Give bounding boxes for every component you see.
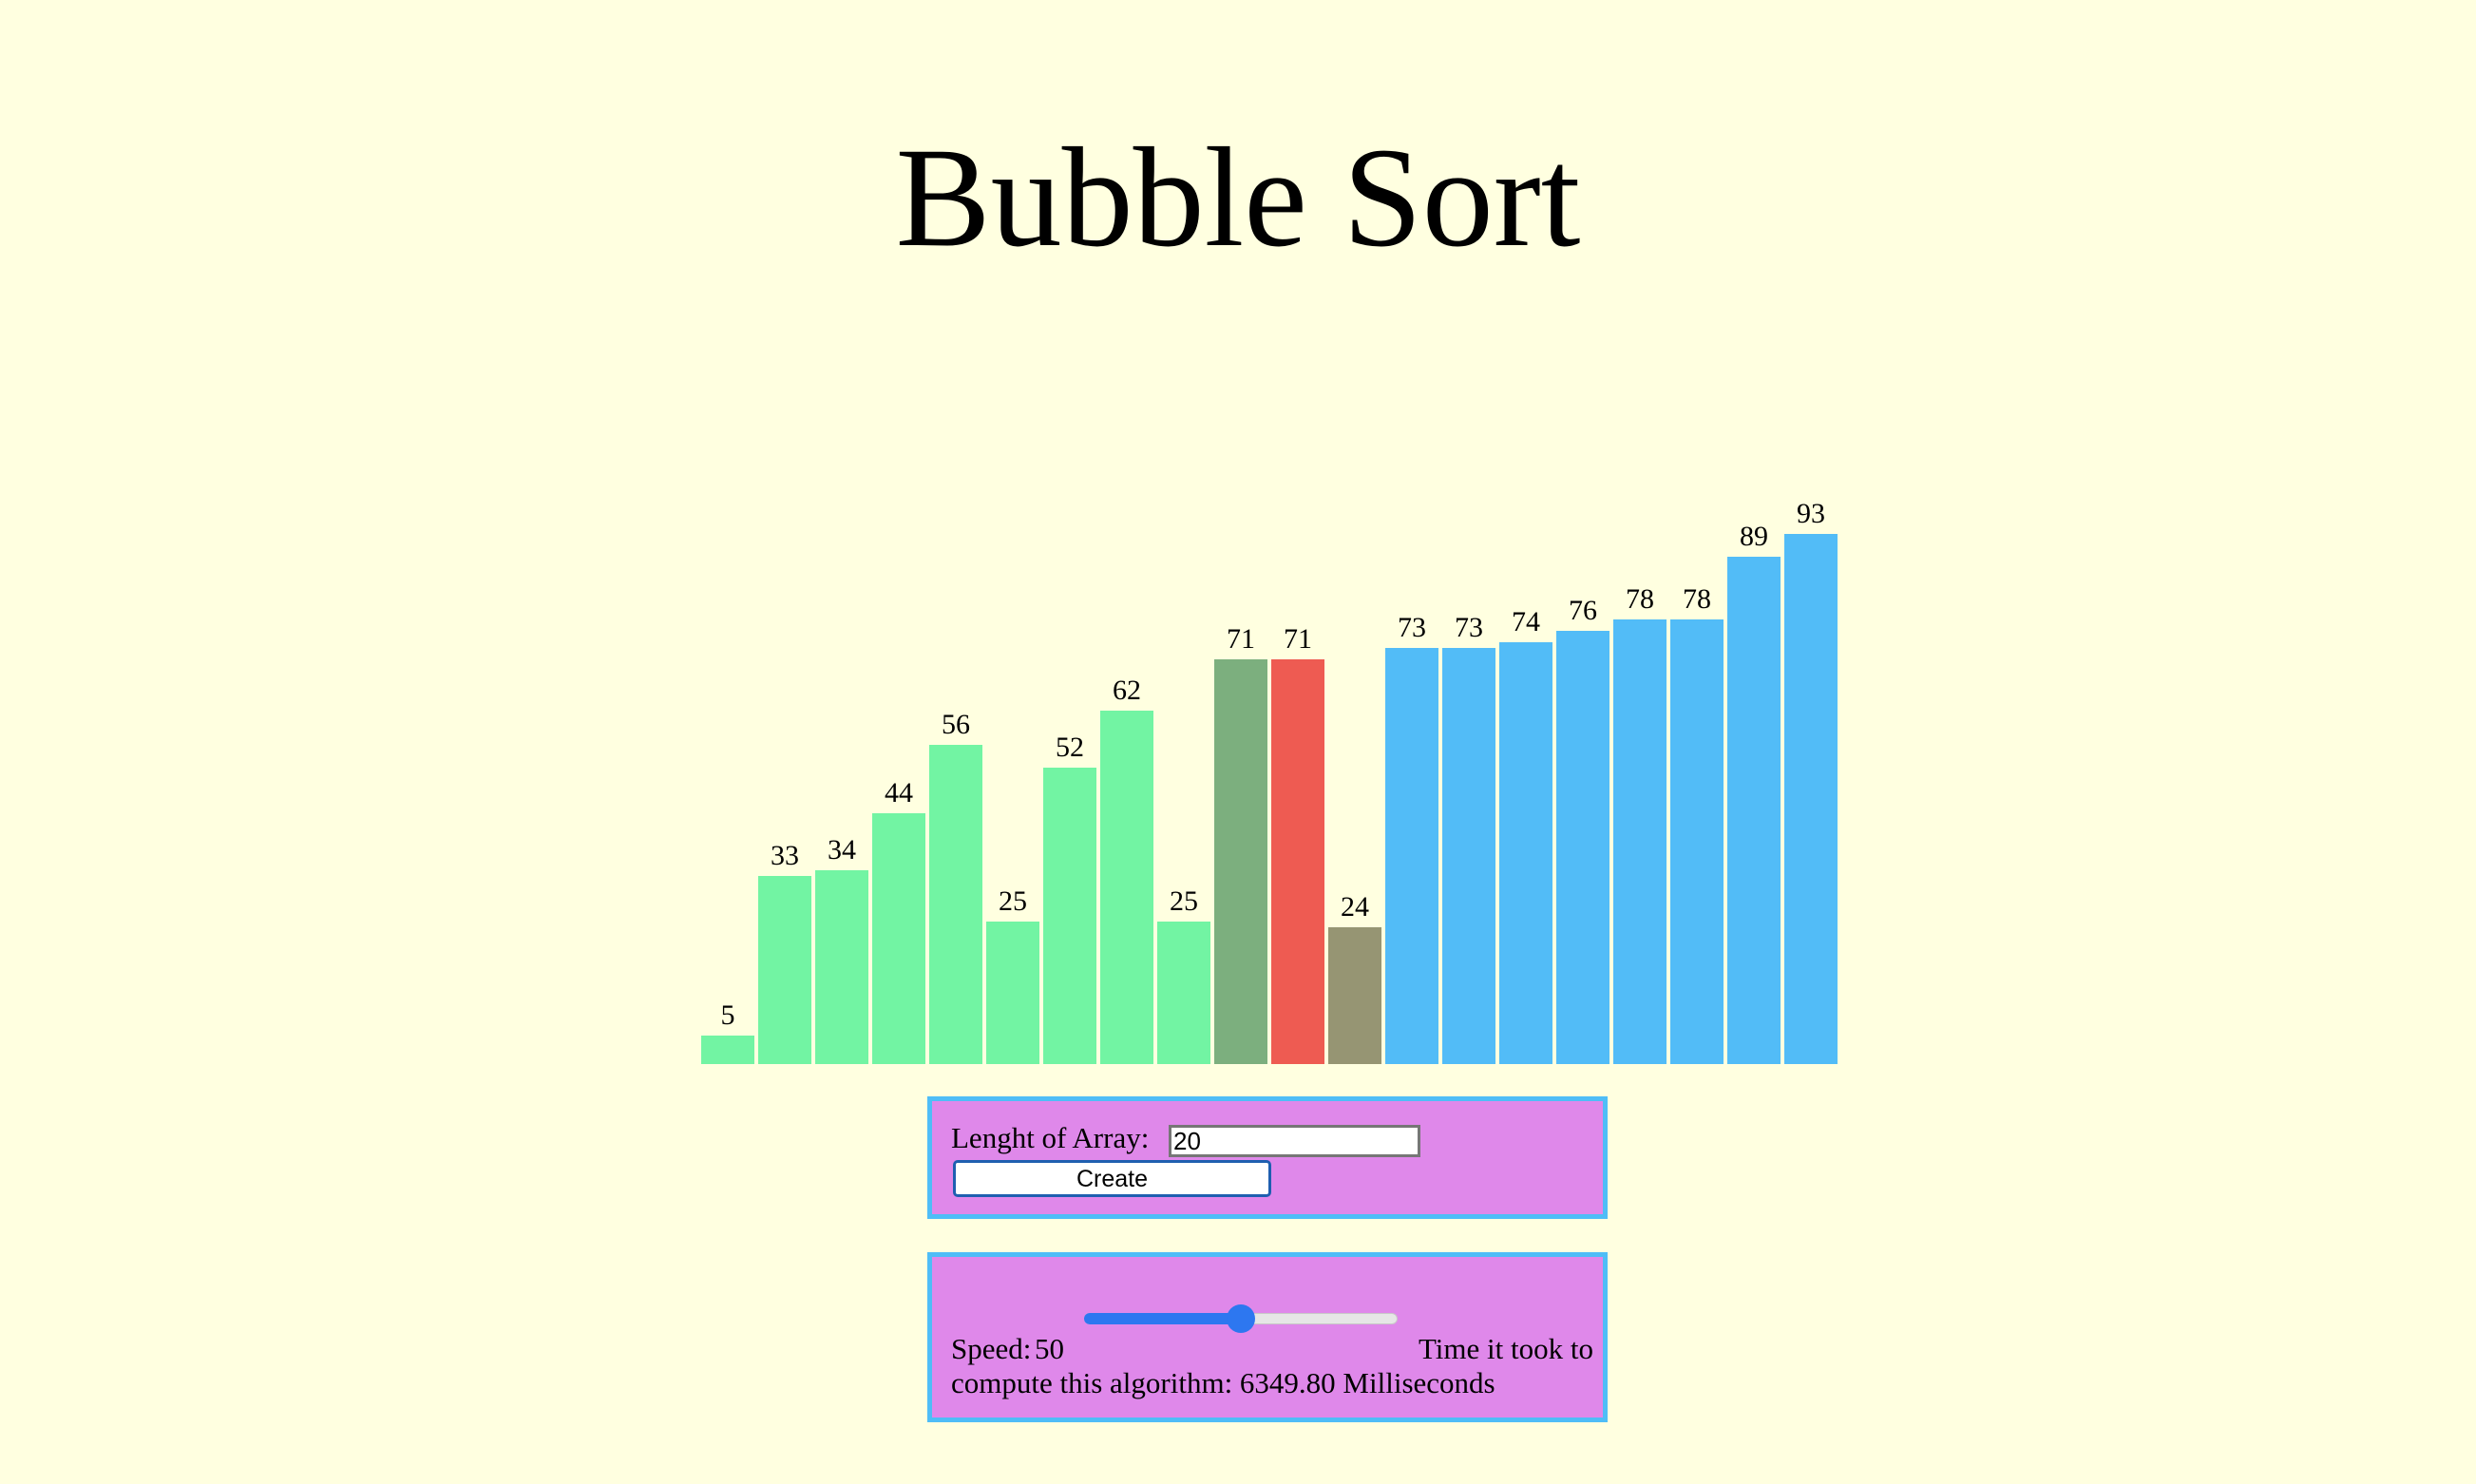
speed-panel: Speed: 50 Time it took to compute this a… [927, 1252, 1608, 1422]
bar-9 [1157, 922, 1210, 1064]
page-title: Bubble Sort [895, 119, 1581, 276]
bar-label-1: 5 [720, 999, 735, 1031]
speed-slider[interactable] [1084, 1304, 1398, 1333]
speed-slider-fill [1084, 1313, 1241, 1324]
speed-value: 50 [1035, 1332, 1064, 1365]
bar-16 [1556, 631, 1609, 1064]
time-taken-text: Time it took to [1418, 1332, 1593, 1365]
bar-11 [1271, 659, 1324, 1064]
bar-label-16: 76 [1569, 595, 1597, 626]
bar-3 [815, 870, 868, 1064]
bar-8 [1100, 711, 1153, 1064]
bar-5 [929, 745, 982, 1064]
speed-slider-thumb[interactable] [1227, 1304, 1255, 1333]
bar-label-7: 52 [1056, 732, 1084, 763]
bar-2 [758, 876, 811, 1064]
bar-label-18: 78 [1683, 583, 1711, 615]
bar-18 [1670, 619, 1724, 1064]
bar-13 [1385, 648, 1438, 1064]
bar-19 [1727, 557, 1781, 1064]
bar-label-8: 62 [1113, 675, 1141, 706]
bar-12 [1328, 927, 1381, 1064]
bar-label-14: 73 [1455, 612, 1483, 643]
time-taken-value: compute this algorithm: 6349.80 Millisec… [951, 1366, 1495, 1399]
bar-17 [1613, 619, 1667, 1064]
bar-label-4: 44 [885, 777, 913, 809]
bar-label-15: 74 [1512, 606, 1540, 637]
bar-label-2: 33 [771, 840, 799, 871]
bar-label-9: 25 [1170, 885, 1198, 917]
bar-label-3: 34 [828, 834, 856, 866]
speed-info: Speed: 50 Time it took to compute this a… [951, 1332, 1593, 1408]
bar-label-13: 73 [1398, 612, 1426, 643]
bar-label-19: 89 [1740, 521, 1768, 552]
bar-label-10: 71 [1227, 623, 1255, 655]
bar-6 [986, 922, 1039, 1064]
bar-4 [872, 813, 925, 1064]
bar-label-11: 71 [1284, 623, 1312, 655]
bar-14 [1442, 648, 1495, 1064]
speed-label: Speed: [951, 1332, 1032, 1365]
bar-7 [1043, 768, 1096, 1064]
bar-label-20: 93 [1797, 498, 1825, 529]
bar-15 [1499, 642, 1552, 1064]
bar-10 [1214, 659, 1267, 1064]
array-length-input[interactable] [1169, 1125, 1420, 1157]
bar-label-12: 24 [1341, 891, 1369, 923]
array-length-panel: Lenght of Array: Create [927, 1096, 1608, 1219]
bar-20 [1784, 534, 1838, 1064]
bar-label-5: 56 [942, 709, 970, 740]
bar-label-17: 78 [1626, 583, 1654, 615]
bar-chart: 5 33 34 44 56 25 52 62 25 71 71 24 73 73 74 76 78 78 89 93 [701, 475, 1841, 1064]
bar-1 [701, 1036, 754, 1064]
bar-label-6: 25 [999, 885, 1027, 917]
create-button[interactable]: Create [953, 1160, 1271, 1197]
array-length-label: Lenght of Array: [951, 1121, 1150, 1154]
